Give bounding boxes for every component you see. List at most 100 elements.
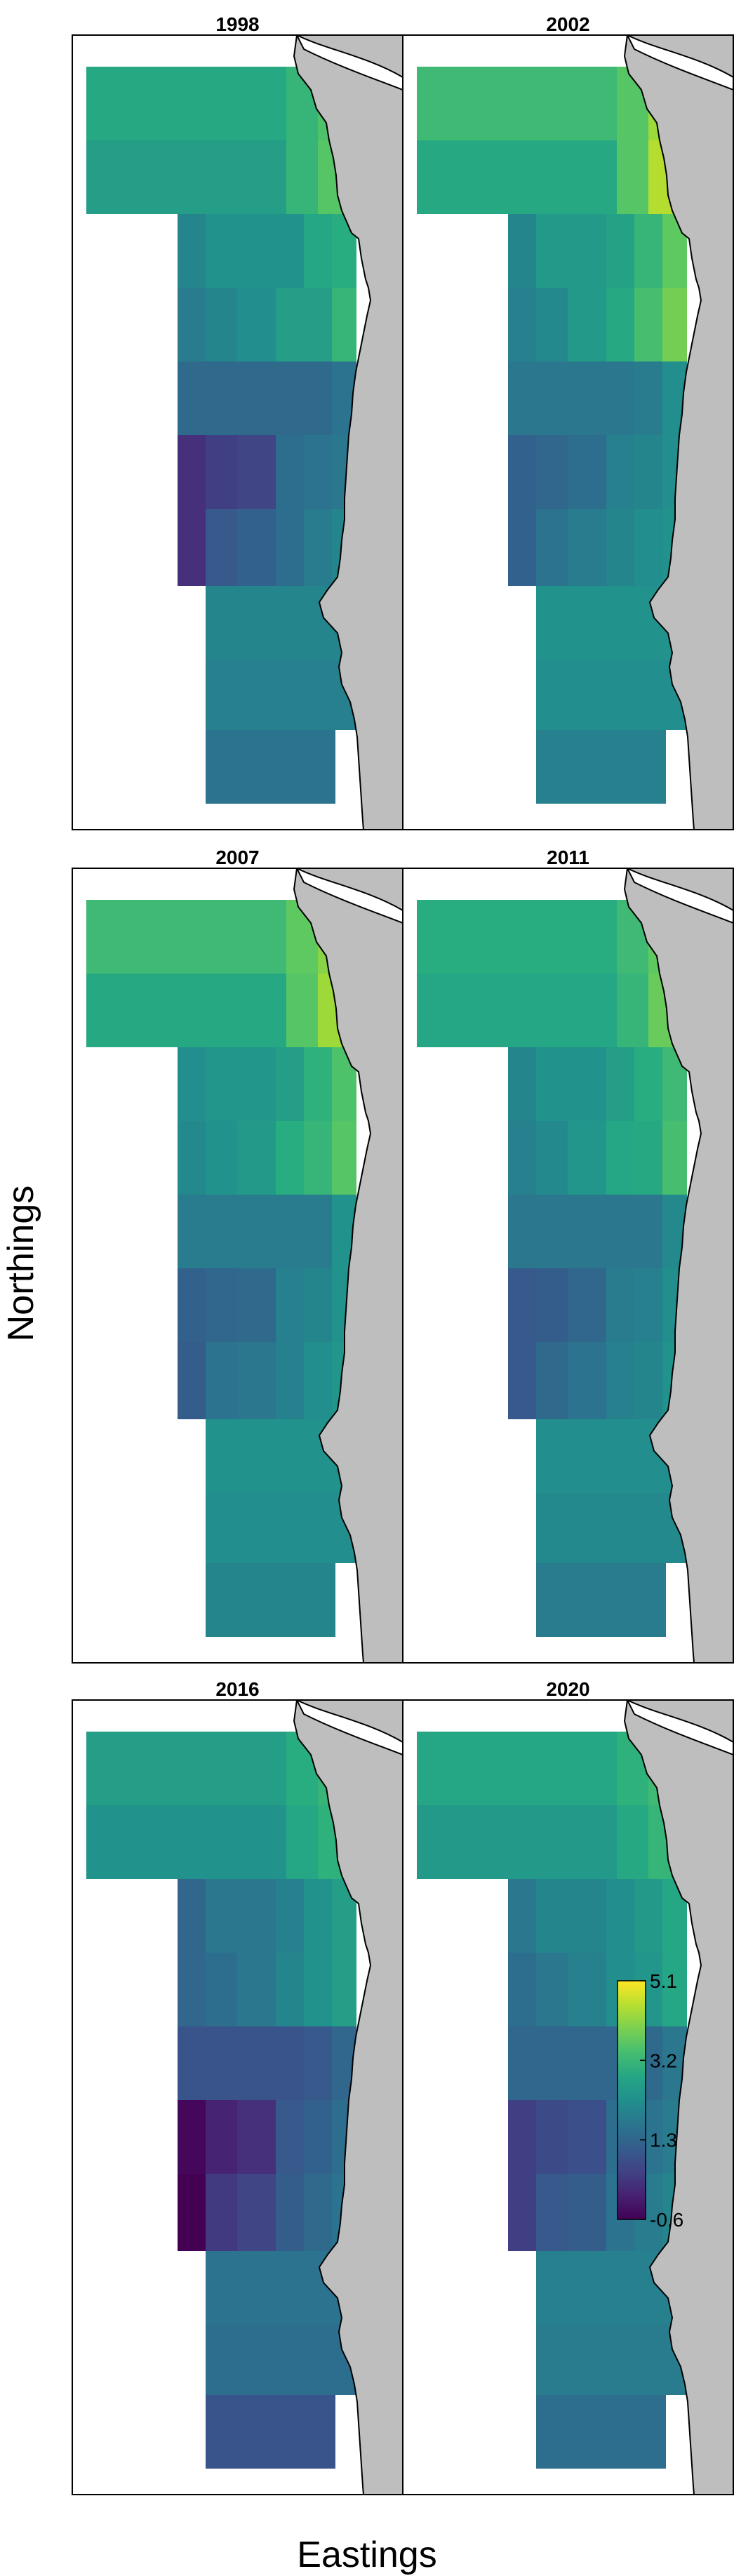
map-cell	[592, 660, 620, 730]
map-cell	[568, 2100, 606, 2174]
map-cell	[304, 1047, 332, 1121]
legend-tick-label: 1.3	[650, 2130, 677, 2151]
map-cell	[564, 1419, 592, 1493]
map-cell	[206, 2174, 237, 2251]
map-cell	[276, 1047, 304, 1121]
map-cell	[568, 1879, 606, 1953]
map-cell	[262, 1493, 290, 1563]
map-cell	[237, 2026, 276, 2100]
map-cell	[487, 140, 554, 214]
map-cell	[206, 2026, 237, 2100]
map-cell	[564, 1493, 592, 1563]
map-cell	[536, 730, 564, 804]
x-axis-label: Eastings	[297, 2535, 437, 2575]
map-cell	[290, 2395, 318, 2469]
map-cell	[290, 1493, 314, 1563]
map-cell	[234, 2395, 262, 2469]
map-cell	[237, 361, 276, 435]
panel-title-2011: 2011	[547, 847, 589, 868]
map-cell	[554, 1805, 568, 1879]
map-cell	[536, 2174, 568, 2251]
map-cell	[536, 1121, 568, 1195]
map-cell	[237, 1805, 251, 1879]
map-cell	[592, 2325, 620, 2395]
map-cell	[262, 586, 290, 660]
panel-title-2007: 2007	[215, 847, 259, 868]
map-cell	[564, 2251, 592, 2325]
map-cell	[223, 140, 237, 214]
map-cell	[304, 1953, 332, 2026]
map-cell	[568, 288, 606, 361]
map-cell	[237, 214, 276, 288]
map-cell	[508, 435, 536, 509]
map-cell	[318, 1563, 335, 1637]
map-cell	[634, 435, 662, 509]
map-cell	[156, 1805, 223, 1879]
map-cell	[568, 974, 582, 1047]
strait-water	[295, 1700, 403, 1756]
map-cell	[634, 1268, 662, 1342]
map-cell	[554, 1732, 568, 1805]
map-cell	[617, 140, 648, 214]
map-cell	[314, 660, 335, 730]
map-cell	[206, 1953, 237, 2026]
map-cell	[554, 974, 568, 1047]
map-cell	[178, 2174, 206, 2251]
map-cell	[206, 1195, 237, 1268]
map-cell	[304, 1879, 332, 1953]
map-cell	[606, 1121, 634, 1195]
map-cell	[237, 1342, 276, 1419]
legend-tick-label: -0.6	[650, 2209, 683, 2231]
map-cell	[508, 1953, 536, 2026]
map-cell	[606, 361, 634, 435]
map-cell	[536, 1195, 568, 1268]
map-cell	[592, 586, 620, 660]
map-cell	[536, 435, 568, 509]
map-cell	[206, 1342, 237, 1419]
map-cell	[286, 140, 318, 214]
map-cell	[332, 1121, 356, 1195]
land-polygon	[293, 868, 403, 1663]
panel-title-1998: 1998	[215, 13, 259, 35]
map-cell	[487, 1805, 554, 1879]
map-cell	[314, 1493, 335, 1563]
map-cell	[536, 2395, 564, 2469]
map-cell	[417, 974, 487, 1047]
map-cell	[86, 900, 156, 974]
map-cell	[237, 288, 276, 361]
map-cell	[318, 730, 335, 804]
map-cell	[592, 1419, 620, 1493]
map-cell	[606, 214, 634, 288]
map-cell	[251, 1805, 286, 1879]
map-cell	[234, 586, 262, 660]
map-cell	[554, 140, 568, 214]
map-cell	[536, 586, 564, 660]
map-cell	[206, 2100, 237, 2174]
map-cell	[536, 1953, 568, 2026]
map-cell	[536, 214, 568, 288]
land-polygon	[623, 868, 733, 1663]
map-cell	[156, 67, 223, 140]
map-cell	[568, 509, 606, 586]
map-cell	[648, 730, 666, 804]
map-cell	[290, 586, 314, 660]
map-cell	[286, 1805, 318, 1879]
map-cell	[276, 1121, 304, 1195]
map-cell	[564, 2395, 592, 2469]
map-cell	[237, 1195, 276, 1268]
map-cell	[206, 361, 237, 435]
map-cell	[223, 1805, 237, 1879]
map-cell	[536, 1047, 568, 1121]
map-cell	[276, 435, 304, 509]
map-panel-2016: 2016	[72, 1678, 403, 2495]
map-cell	[606, 288, 634, 361]
map-cell	[304, 509, 332, 586]
map-cell	[487, 974, 554, 1047]
map-cell	[304, 214, 332, 288]
panel-title-2016: 2016	[215, 1678, 259, 1700]
map-cell	[536, 361, 568, 435]
map-cell	[178, 361, 206, 435]
map-cell	[536, 660, 564, 730]
map-cell	[86, 67, 156, 140]
